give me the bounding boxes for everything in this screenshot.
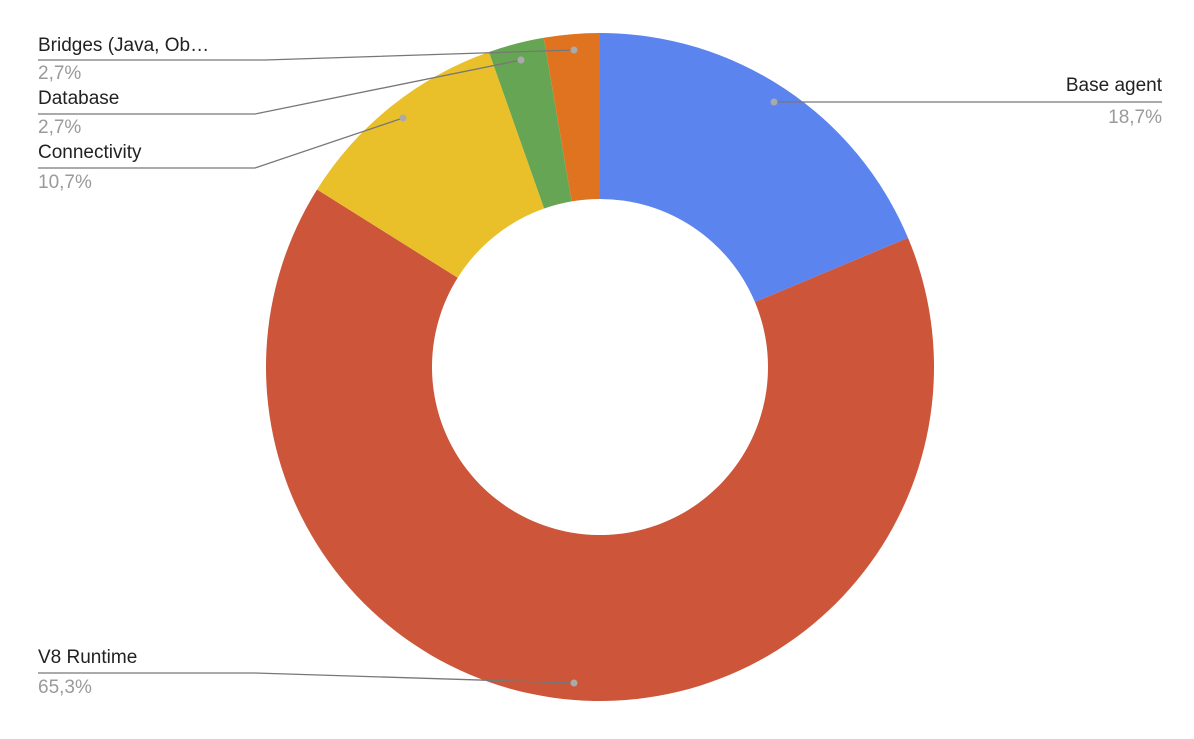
leader-line [38, 672, 575, 684]
slice [600, 33, 909, 303]
slice-label: Connectivity [38, 142, 142, 163]
leader-dot [770, 98, 778, 106]
slice-value-label: 65,3% [38, 677, 92, 698]
slice-value-label: 18,7% [1108, 107, 1162, 128]
leader-dot [399, 114, 407, 122]
slice-label: V8 Runtime [38, 647, 137, 668]
leader-line [38, 117, 404, 169]
leader-dot [517, 56, 525, 64]
slice-label: Bridges (Java, Ob… [38, 35, 209, 56]
slice [488, 37, 572, 209]
slice [317, 52, 545, 278]
slice [543, 33, 600, 202]
slice [265, 189, 934, 701]
leader-line [38, 49, 575, 61]
slice-value-label: 2,7% [38, 63, 81, 84]
slice-value-label: 2,7% [38, 117, 81, 138]
slice-label: Database [38, 88, 119, 109]
leader-dot [570, 46, 578, 54]
slice-label: Base agent [1066, 75, 1163, 96]
leader-line [38, 59, 522, 115]
slice-value-label: 10,7% [38, 172, 92, 193]
leader-dot [570, 679, 578, 687]
